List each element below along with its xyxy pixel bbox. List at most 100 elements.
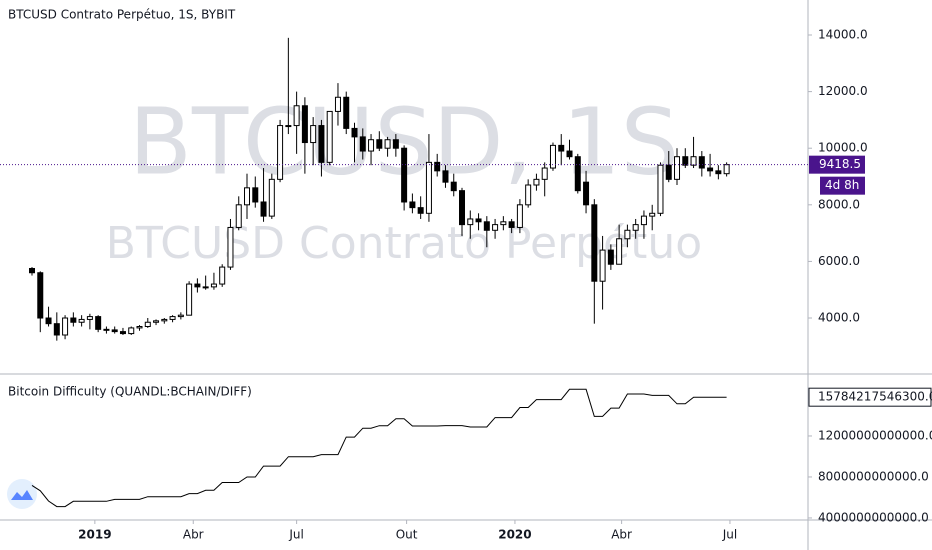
chart-title: BTCUSD Contrato Perpétuo, 1S, BYBIT	[8, 8, 236, 22]
candle-body	[690, 156, 697, 166]
candle-body	[392, 139, 399, 149]
candle-body	[144, 321, 151, 328]
last-value-label: 15784217546300.0	[818, 390, 932, 404]
candle-body	[268, 178, 275, 217]
candle-body	[244, 187, 251, 206]
y-tick-label: 4000000000000.0	[818, 510, 929, 524]
difficulty-line	[31, 388, 727, 508]
candle-body	[194, 283, 201, 288]
candle-body	[649, 212, 656, 217]
candle-body	[665, 164, 672, 180]
indicator-title: Bitcoin Difficulty (QUANDL:BCHAIN/DIFF)	[8, 385, 252, 399]
x-tick-label: 2019	[78, 528, 111, 542]
candle-body	[707, 167, 714, 172]
candle-body	[95, 316, 102, 330]
candle-body	[111, 329, 118, 333]
candle-body	[657, 164, 664, 214]
x-tick-label: Abr	[183, 528, 204, 542]
last-price-label: 9418.5	[819, 157, 861, 171]
candle-body	[219, 266, 226, 285]
candle-body	[500, 221, 507, 226]
x-tick-label: Jul	[722, 528, 737, 542]
candle-body	[549, 144, 556, 169]
candle-body	[235, 204, 242, 228]
candle-body	[533, 178, 540, 186]
candle-body	[384, 139, 391, 149]
countdown-label: 4d 8h	[825, 178, 859, 192]
candle-body	[583, 181, 590, 206]
candle-body	[202, 286, 209, 289]
candle-body	[607, 249, 614, 265]
y-tick-label: 12000.0	[818, 84, 868, 98]
candle-body	[566, 150, 573, 158]
candle-body	[459, 190, 466, 226]
candle-body	[177, 314, 184, 318]
candle-body	[260, 201, 267, 217]
candle-body	[616, 238, 623, 265]
candle-body	[136, 326, 143, 329]
candle-body	[541, 167, 548, 180]
x-tick-label: Out	[396, 528, 418, 542]
candle-body	[70, 317, 77, 323]
candle-body	[301, 105, 308, 144]
candle-body	[210, 283, 217, 288]
candle-body	[368, 139, 375, 152]
candle-body	[591, 204, 598, 282]
candle-body	[78, 318, 85, 323]
candle-body	[525, 184, 532, 206]
candle-body	[632, 224, 639, 231]
candle-body	[682, 156, 689, 166]
candle-body	[318, 125, 325, 163]
logo	[7, 479, 37, 509]
candle-body	[86, 316, 93, 320]
y-tick-label: 4000.0	[818, 311, 860, 325]
candle-body	[425, 161, 432, 214]
candle-body	[475, 218, 482, 223]
candle-body	[492, 224, 499, 231]
candle-body	[376, 139, 383, 149]
candle-body	[508, 221, 515, 228]
candle-body	[285, 125, 292, 128]
x-tick-label: Jul	[288, 528, 303, 542]
candle-body	[169, 316, 176, 320]
y-tick-label: 10000.0	[818, 141, 868, 155]
candle-body	[62, 317, 69, 336]
candle-body	[293, 105, 300, 127]
candle-body	[715, 170, 722, 175]
y-tick-label: 12000000000000.0	[818, 428, 932, 442]
candle-body	[252, 187, 259, 203]
candle-body	[103, 328, 110, 331]
candle-body	[343, 96, 350, 129]
candle-body	[119, 331, 126, 335]
y-tick-label: 8000.0	[818, 197, 860, 211]
candle-body	[467, 218, 474, 226]
candle-body	[417, 207, 424, 214]
candle-body	[227, 226, 234, 268]
candle-body	[442, 170, 449, 183]
candle-body	[698, 156, 705, 169]
y-tick-label: 14000.0	[818, 28, 868, 42]
y-tick-label: 6000.0	[818, 254, 860, 268]
candle-body	[640, 215, 647, 226]
candle-body	[558, 144, 565, 152]
candle-body	[334, 96, 341, 112]
candle-body	[37, 272, 44, 319]
candle-body	[161, 318, 168, 322]
candle-body	[409, 201, 416, 209]
candle-body	[723, 164, 730, 175]
x-tick-label: Abr	[611, 528, 632, 542]
candle-body	[45, 317, 52, 325]
x-tick-label: 2020	[498, 528, 531, 542]
last-value-box	[808, 387, 932, 407]
candle-body	[674, 156, 681, 180]
candle-body	[277, 125, 284, 180]
candle-body	[53, 323, 60, 336]
candle-body	[450, 181, 457, 192]
candle-body	[359, 136, 366, 152]
last-price-box	[809, 155, 865, 174]
candle-body	[599, 249, 606, 282]
candle-body	[186, 283, 193, 316]
candle-body	[434, 161, 441, 172]
